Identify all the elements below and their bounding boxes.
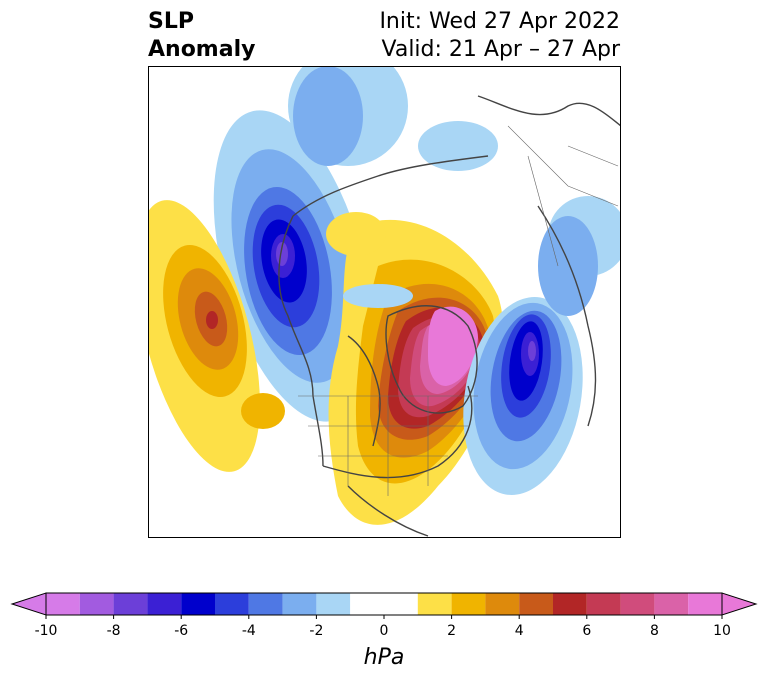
coastlines: [278, 95, 621, 537]
colorbar-tick-label: 2: [447, 623, 456, 639]
colorbar-swatch: [316, 593, 351, 615]
title-variable: SLP: [148, 9, 194, 34]
colorbar-swatch: [654, 593, 689, 615]
colorbar-swatch: [282, 593, 317, 615]
slp-anomaly-map: [148, 66, 621, 538]
colorbar-tick-label: 4: [515, 623, 524, 639]
colorbar-swatch: [451, 593, 486, 615]
arctic-blue: [288, 66, 498, 308]
colorbar-tick-label: 0: [380, 623, 389, 639]
colorbar-swatch: [519, 593, 553, 615]
anomaly-contours: [148, 66, 621, 537]
colorbar-swatch: [46, 593, 80, 615]
colorbar-tick-label: -8: [107, 623, 121, 639]
colorbar-swatch: [586, 593, 621, 615]
colorbar-swatch: [113, 593, 148, 615]
colorbar-tick-label: 8: [650, 623, 659, 639]
title-type: Anomaly: [148, 37, 256, 62]
colorbar-swatch: [620, 593, 655, 615]
colorbar-tick-label: -10: [35, 623, 58, 639]
colorbar-tick-label: -6: [174, 623, 188, 639]
colorbar-swatch: [79, 593, 114, 615]
valid-range: Valid: 21 Apr – 27 Apr: [381, 37, 621, 62]
pacific-low: [213, 110, 373, 422]
colorbar-swatch: [485, 593, 520, 615]
init-date: Init: Wed 27 Apr 2022: [379, 9, 620, 34]
colorbar-swatch: [553, 593, 587, 615]
chart-dates: Init: Wed 27 Apr 2022 Valid: 21 Apr – 27…: [379, 8, 620, 64]
borders: [298, 125, 619, 496]
colorbar-units: hPa: [363, 645, 405, 670]
colorbar-swatch: [248, 593, 283, 615]
colorbar-swatch: [181, 593, 215, 615]
colorbar-swatch: [417, 593, 452, 615]
colorbar-swatch: [215, 593, 249, 615]
east-pacific-high: [148, 200, 285, 472]
colorbar-swatches: [10, 592, 758, 616]
colorbar-swatch: [688, 593, 722, 615]
chart-title: SLP Anomaly: [148, 8, 255, 64]
colorbar: -10 -8 -6 -4 -2 0 2 4 6 8 10: [10, 592, 758, 639]
colorbar-extend-high: [721, 592, 758, 616]
atlantic-low: [463, 196, 621, 495]
colorbar-tick-label: -2: [309, 623, 323, 639]
colorbar-tick-label: -4: [242, 623, 256, 639]
colorbar-tick-label: 6: [582, 623, 591, 639]
colorbar-swatch: [350, 593, 418, 615]
colorbar-extend-low: [10, 592, 47, 616]
colorbar-tick-label: 10: [713, 623, 731, 639]
colorbar-swatch: [147, 593, 182, 615]
colorbar-ticks: -10 -8 -6 -4 -2 0 2 4 6 8 10: [35, 615, 731, 639]
